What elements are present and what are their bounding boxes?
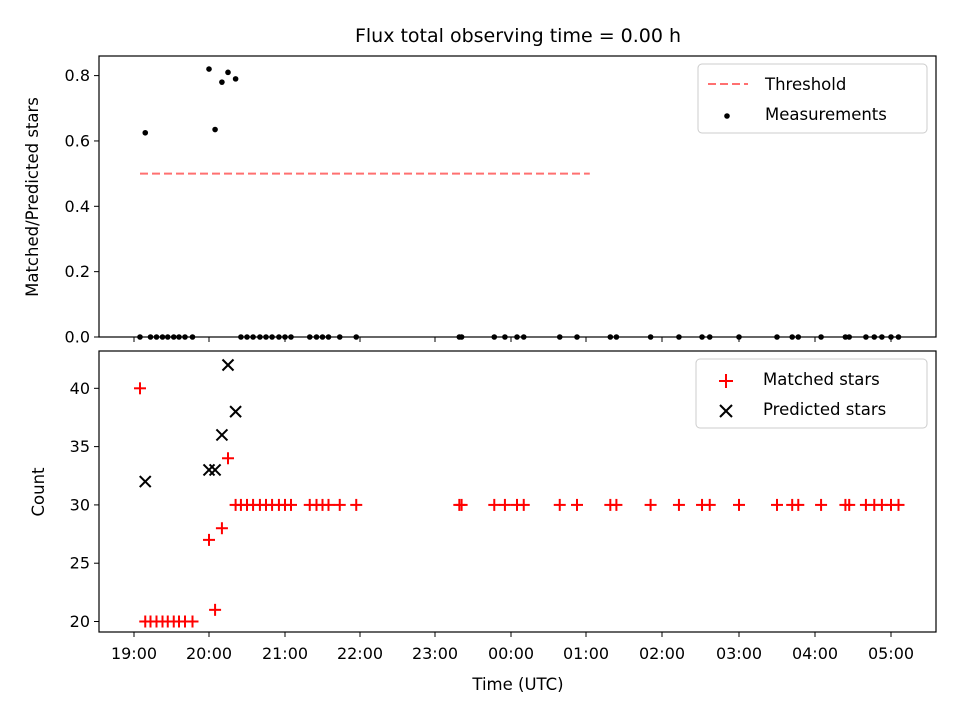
matched-star-point bbox=[350, 498, 363, 511]
top-legend: Threshold Measurements bbox=[697, 63, 928, 134]
predicted-star-point bbox=[208, 463, 222, 477]
top-panel: 0.00.20.40.60.8 Matched/Predicted stars … bbox=[23, 55, 937, 347]
matched-star-point bbox=[322, 498, 335, 511]
top-y-tick-label: 0.4 bbox=[65, 197, 90, 216]
x-tick-label: 23:00 bbox=[412, 644, 458, 663]
x-tick-label: 20:00 bbox=[186, 644, 232, 663]
matched-star-point bbox=[553, 498, 566, 511]
matched-star-point bbox=[843, 498, 856, 511]
matched-star-point bbox=[498, 498, 511, 511]
measurement-point bbox=[232, 76, 239, 82]
chart-title: Flux total observing time = 0.00 h bbox=[355, 25, 681, 47]
predicted-star-point bbox=[221, 358, 235, 372]
top-x-ticks bbox=[133, 337, 892, 342]
matched-star-point bbox=[815, 498, 828, 511]
top-y-tick-label: 0.6 bbox=[65, 131, 90, 150]
x-tick-label: 01:00 bbox=[563, 644, 609, 663]
matched-star-point bbox=[203, 533, 215, 546]
x-tick-label: 22:00 bbox=[337, 644, 383, 663]
legend-threshold-label: Threshold bbox=[764, 75, 846, 94]
bottom-y-axis-label: Count bbox=[29, 467, 48, 517]
x-tick-label: 03:00 bbox=[716, 644, 762, 663]
bottom-y-tick-label: 35 bbox=[70, 437, 90, 456]
matched-star-point bbox=[455, 498, 468, 511]
legend-predicted-swatch bbox=[719, 404, 733, 418]
top-y-axis-label: Matched/Predicted stars bbox=[23, 97, 42, 297]
top-axes-frame bbox=[98, 55, 937, 338]
matched-star-point bbox=[610, 498, 623, 511]
x-tick-label: 19:00 bbox=[111, 644, 157, 663]
matched-star-point bbox=[285, 498, 297, 511]
x-tick-label: 04:00 bbox=[792, 644, 838, 663]
top-y-tick-label: 0.2 bbox=[65, 262, 90, 281]
bottom-legend: Matched stars Predicted stars bbox=[695, 358, 928, 429]
legend-measurements-swatch bbox=[724, 113, 730, 119]
x-tick-label: 05:00 bbox=[868, 644, 914, 663]
bottom-panel: 20 25 30 35 40 19:00 20:00 21:00 22:00 23:00 00:0… bbox=[29, 350, 937, 694]
predicted-star-point bbox=[139, 475, 152, 488]
legend-measurements-label: Measurements bbox=[765, 105, 887, 124]
x-tick-label: 00:00 bbox=[488, 644, 534, 663]
matched-star-point bbox=[209, 603, 222, 616]
matched-star-point bbox=[672, 498, 685, 511]
bottom-y-tick-label: 30 bbox=[70, 495, 90, 514]
matched-star-point bbox=[771, 498, 783, 511]
bottom-y-tick-label: 40 bbox=[70, 379, 90, 398]
bottom-axes-frame bbox=[98, 350, 937, 633]
top-legend-box bbox=[697, 63, 928, 134]
legend-matched-swatch bbox=[719, 374, 733, 388]
top-y-tick-label: 0.8 bbox=[65, 66, 90, 85]
matched-star-point bbox=[222, 452, 234, 465]
predicted-star-point bbox=[229, 405, 242, 418]
measurement-point bbox=[142, 129, 149, 136]
matched-star-point bbox=[792, 498, 805, 511]
measurement-point bbox=[219, 79, 225, 85]
matched-star-point bbox=[215, 522, 228, 535]
bottom-y-axis: 20 25 30 35 40 bbox=[70, 379, 99, 631]
matched-star-point bbox=[134, 382, 146, 395]
top-y-axis: 0.0 0.2 0.4 0.6 0.8 bbox=[65, 66, 99, 347]
legend-predicted-label: Predicted stars bbox=[763, 400, 886, 419]
legend-matched-label: Matched stars bbox=[763, 370, 880, 389]
measurement-point bbox=[206, 66, 212, 72]
matched-star-point bbox=[488, 498, 501, 511]
top-y-tick-label: 0.0 bbox=[65, 328, 90, 347]
matched-star-point bbox=[186, 615, 199, 628]
x-tick-label: 21:00 bbox=[262, 644, 308, 663]
measurement-point bbox=[212, 126, 218, 133]
matched-star-point bbox=[703, 498, 716, 511]
bottom-y-tick-label: 25 bbox=[70, 554, 90, 573]
matched-star-point bbox=[571, 498, 583, 511]
matched-star-point bbox=[333, 498, 346, 511]
predicted-star-point bbox=[215, 428, 229, 442]
x-axis-label: Time (UTC) bbox=[471, 675, 563, 694]
matched-star-point bbox=[517, 498, 530, 511]
bottom-y-tick-label: 20 bbox=[70, 612, 90, 631]
x-tick-label: 02:00 bbox=[639, 644, 685, 663]
bottom-plot-area bbox=[134, 358, 905, 628]
matched-star-point bbox=[644, 498, 657, 511]
measurement-point bbox=[225, 69, 231, 76]
bottom-x-axis: 19:00 20:00 21:00 22:00 23:00 00:00 01:00 02:00… bbox=[111, 632, 914, 663]
bottom-legend-box bbox=[695, 358, 928, 429]
predicted-star-point bbox=[202, 463, 216, 477]
matched-star-point bbox=[892, 498, 905, 511]
matched-star-point bbox=[733, 498, 745, 511]
